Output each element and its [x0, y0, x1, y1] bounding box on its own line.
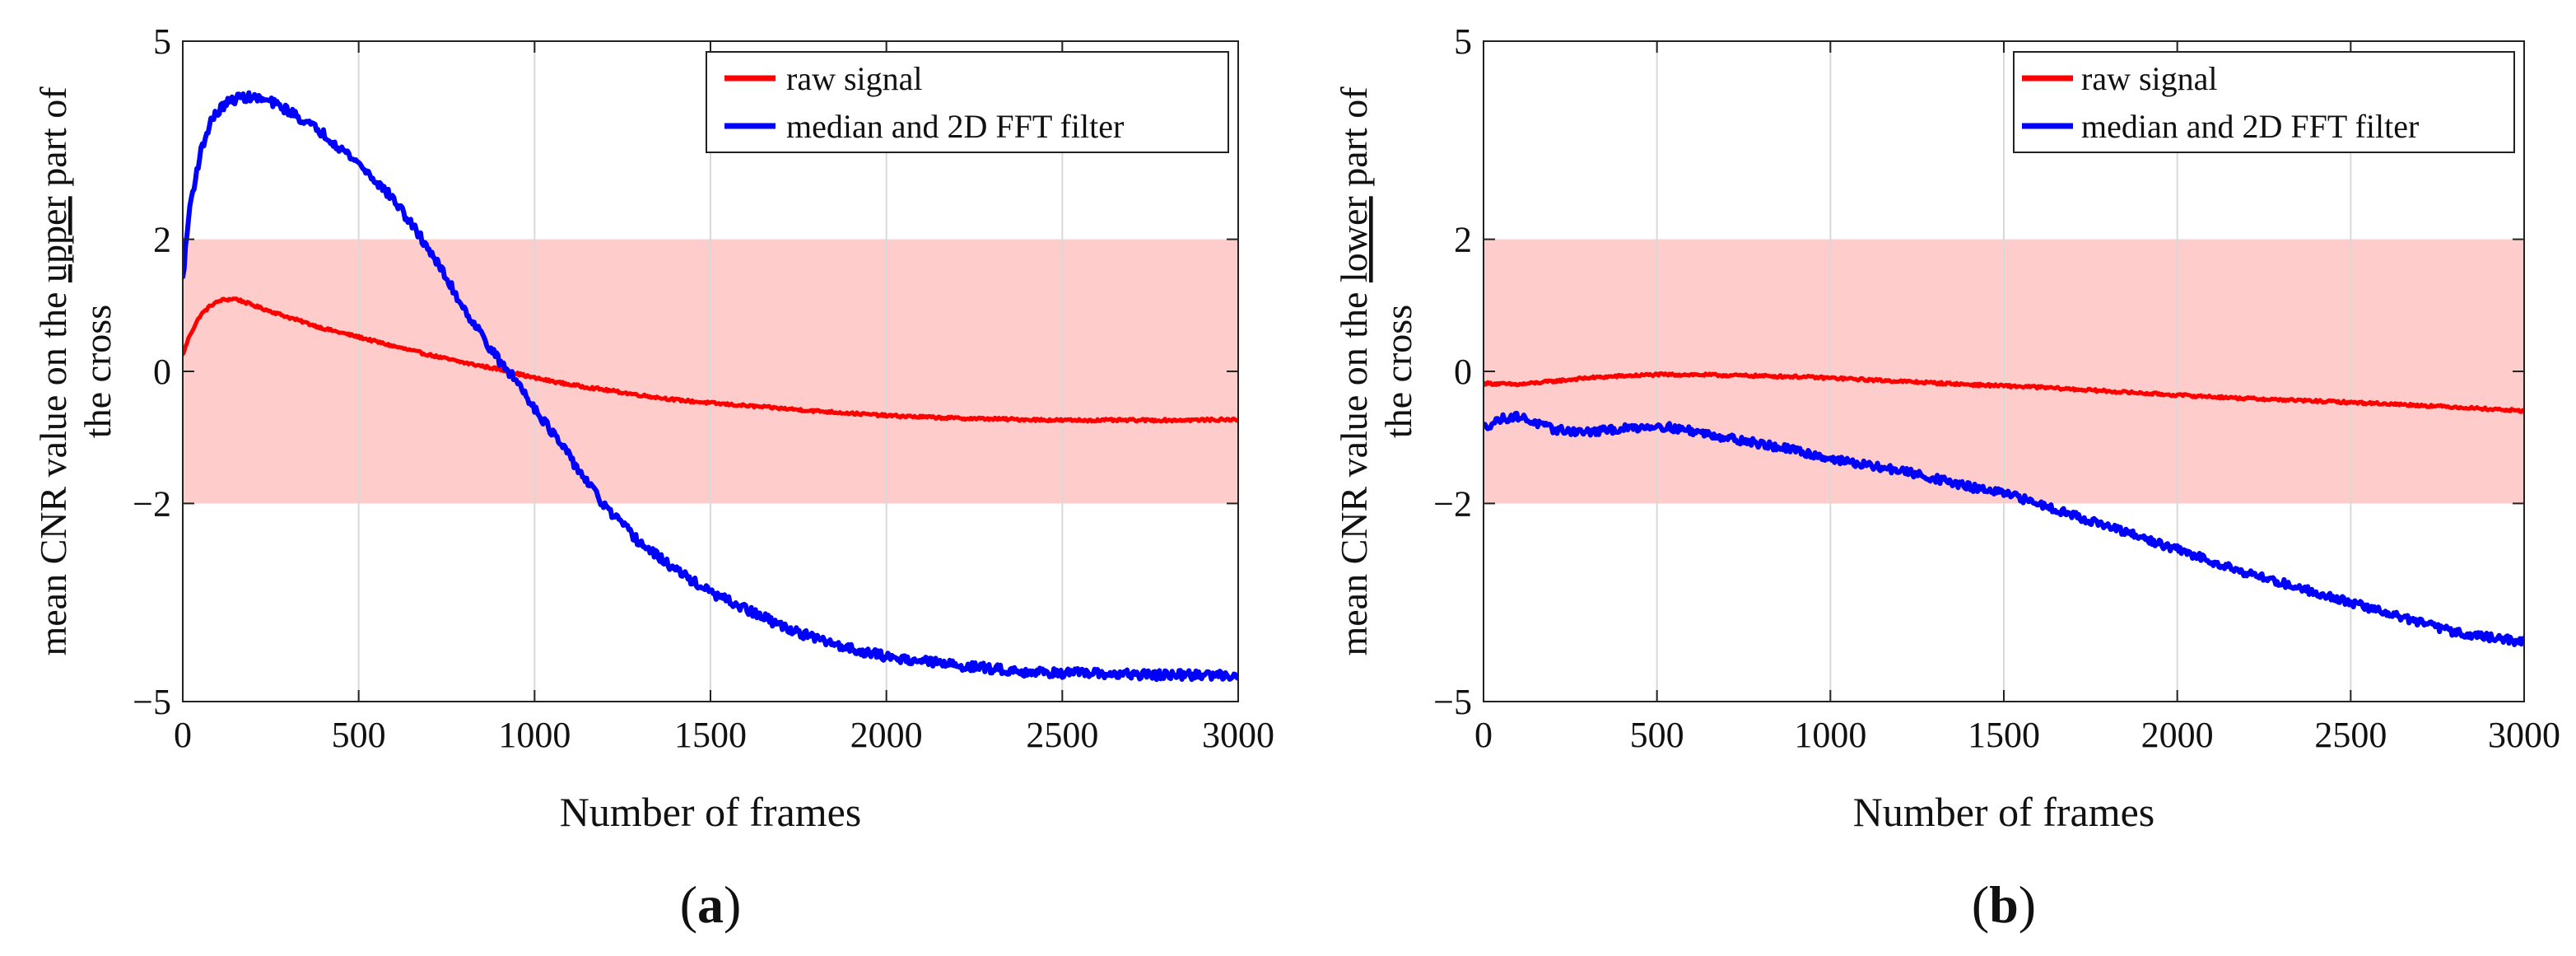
grid-b: [1656, 41, 2352, 702]
series-line-raw-signal: [183, 296, 1238, 424]
y-axis-label-a: mean CNR value on the upper part of the …: [32, 86, 119, 656]
x-axis-label-a: Number of frames: [560, 789, 862, 835]
legend-label-raw-b: raw signal: [2081, 60, 2218, 97]
x-tick-label: 500: [332, 715, 386, 755]
y-axis-label-b: mean CNR value on the lower part of the …: [1333, 86, 1419, 656]
x-tick-label: 3000: [2488, 715, 2560, 755]
y-tick-label: 0: [1454, 352, 1472, 392]
x-tick-label: 0: [1474, 715, 1493, 755]
tick-labels-b: 0 500 1000 1500 2000 2500 3000 −5 −2 0 2 5: [1433, 21, 2560, 755]
legend-box-a: [706, 51, 1229, 153]
legend-label-raw-a: raw signal: [786, 60, 923, 97]
y-tick-label: −5: [133, 682, 171, 722]
legend-label-filtered-b: median and 2D FFT filter: [2081, 108, 2419, 145]
y-axis-label-line1-b: mean CNR value on the lower part of: [1333, 86, 1375, 656]
y-tick-label: 2: [153, 220, 171, 260]
y-axis-label-line1-a: mean CNR value on the upper part of: [32, 86, 74, 656]
ticks-a: [182, 40, 1239, 702]
tick-labels-a: 0 500 1000 1500 2000 2500 3000 −5 −2 0 2 5: [133, 21, 1274, 755]
x-tick-label: 1000: [498, 715, 571, 755]
series-group-b: [1484, 371, 2524, 647]
x-tick-label: 1500: [674, 715, 747, 755]
series-line-filtered: [183, 90, 1238, 683]
x-tick-label: 500: [1630, 715, 1684, 755]
y-axis-label-line2-a: the cross: [77, 305, 119, 438]
series-line-raw-signal: [1484, 371, 2524, 414]
legend-a: raw signal median and 2D FFT filter: [706, 51, 1229, 153]
panel-label-a: (a): [680, 875, 742, 934]
x-tick-label: 2000: [850, 715, 923, 755]
panel-label-b: (b): [1972, 875, 2036, 934]
x-tick-label: 1000: [1794, 715, 1866, 755]
series-group-a: [183, 90, 1238, 683]
y-tick-label: −2: [1433, 483, 1472, 524]
x-tick-label: 1500: [1968, 715, 2040, 755]
ticks-b: [1483, 40, 2525, 702]
series-line-filtered: [1484, 410, 2524, 647]
panel-b: 0 500 1000 1500 2000 2500 3000 −5 −2 0 2 5 raw sign…: [1333, 21, 2560, 934]
x-tick-label: 2500: [2314, 715, 2387, 755]
y-tick-label: −5: [1433, 682, 1472, 722]
y-tick-label: −2: [133, 483, 171, 524]
x-axis-label-b: Number of frames: [1853, 789, 2155, 835]
legend-box-b: [2013, 51, 2515, 153]
x-tick-label: 0: [174, 715, 192, 755]
x-tick-label: 3000: [1202, 715, 1274, 755]
x-tick-label: 2000: [2141, 715, 2214, 755]
y-tick-label: 0: [153, 352, 171, 392]
y-axis-label-line2-b: the cross: [1377, 305, 1419, 438]
x-tick-label: 2500: [1026, 715, 1098, 755]
panel-a: 0 500 1000 1500 2000 2500 3000 −5 −2 0 2 5 raw sign…: [32, 21, 1274, 934]
legend-b: raw signal median and 2D FFT filter: [2013, 51, 2515, 153]
y-tick-label: 2: [1454, 220, 1472, 260]
y-tick-label: 5: [1454, 21, 1472, 62]
y-tick-label: 5: [153, 21, 171, 62]
legend-label-filtered-a: median and 2D FFT filter: [786, 108, 1124, 145]
